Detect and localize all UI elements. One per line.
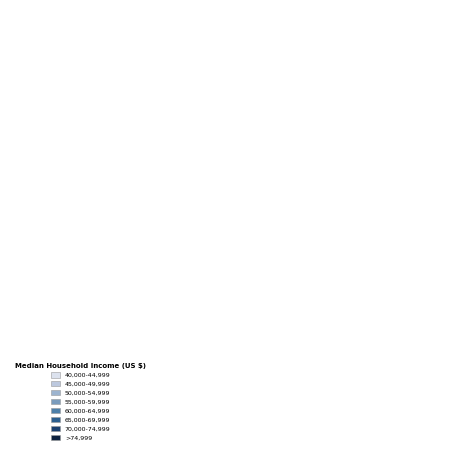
- Legend: 40,000-44,999, 45,000-49,999, 50,000-54,999, 55,000-59,999, 60,000-64,999, 65,00: 40,000-44,999, 45,000-49,999, 50,000-54,…: [13, 361, 149, 443]
